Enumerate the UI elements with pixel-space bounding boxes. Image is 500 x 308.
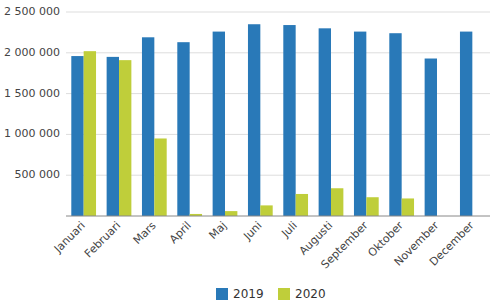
bars (71, 24, 472, 216)
bar (460, 32, 472, 216)
bar (283, 25, 295, 216)
bar (142, 37, 154, 216)
bar (71, 56, 83, 216)
bar (354, 32, 366, 216)
bar (119, 60, 131, 216)
y-tick-label: 500 000 (15, 168, 61, 181)
bar (389, 33, 401, 216)
y-tick-label: 2 000 000 (4, 46, 60, 59)
bar (154, 138, 166, 216)
x-tick-label: Juni (240, 219, 264, 243)
legend-label: 2020 (295, 287, 326, 301)
bar (425, 59, 437, 216)
x-tick-label: December (427, 219, 477, 269)
grid-line (66, 12, 490, 13)
legend-swatch (216, 288, 228, 300)
bar (319, 28, 331, 216)
bar (331, 188, 343, 216)
bar (366, 197, 378, 216)
x-tick-label: Maj (206, 219, 229, 242)
x-tick-label: April (167, 219, 194, 246)
x-tick-label: Februari (82, 219, 123, 260)
bar (107, 57, 119, 216)
legend-label: 2019 (233, 287, 264, 301)
bar (402, 198, 414, 216)
bar (177, 42, 189, 216)
legend: 2019 2020 (216, 287, 326, 301)
bar (84, 51, 96, 216)
legend-swatch (278, 288, 290, 300)
bar (296, 194, 308, 216)
bar (225, 211, 237, 216)
bar (213, 32, 225, 216)
y-tick-label: 1 500 000 (4, 87, 60, 100)
y-tick-label: 2 500 000 (4, 5, 60, 18)
x-axis-line (66, 216, 490, 217)
bar (260, 205, 272, 216)
chart: 500 000 1 000 000 1 500 000 2 000 000 2 500 … (0, 0, 500, 308)
x-tick-label: Mars (131, 219, 159, 247)
y-tick-label: 1 000 000 (4, 127, 60, 140)
x-tick-label: Juli (278, 219, 299, 240)
x-tick-label: September (318, 219, 371, 272)
grid-line (66, 52, 490, 53)
bar (248, 24, 260, 216)
